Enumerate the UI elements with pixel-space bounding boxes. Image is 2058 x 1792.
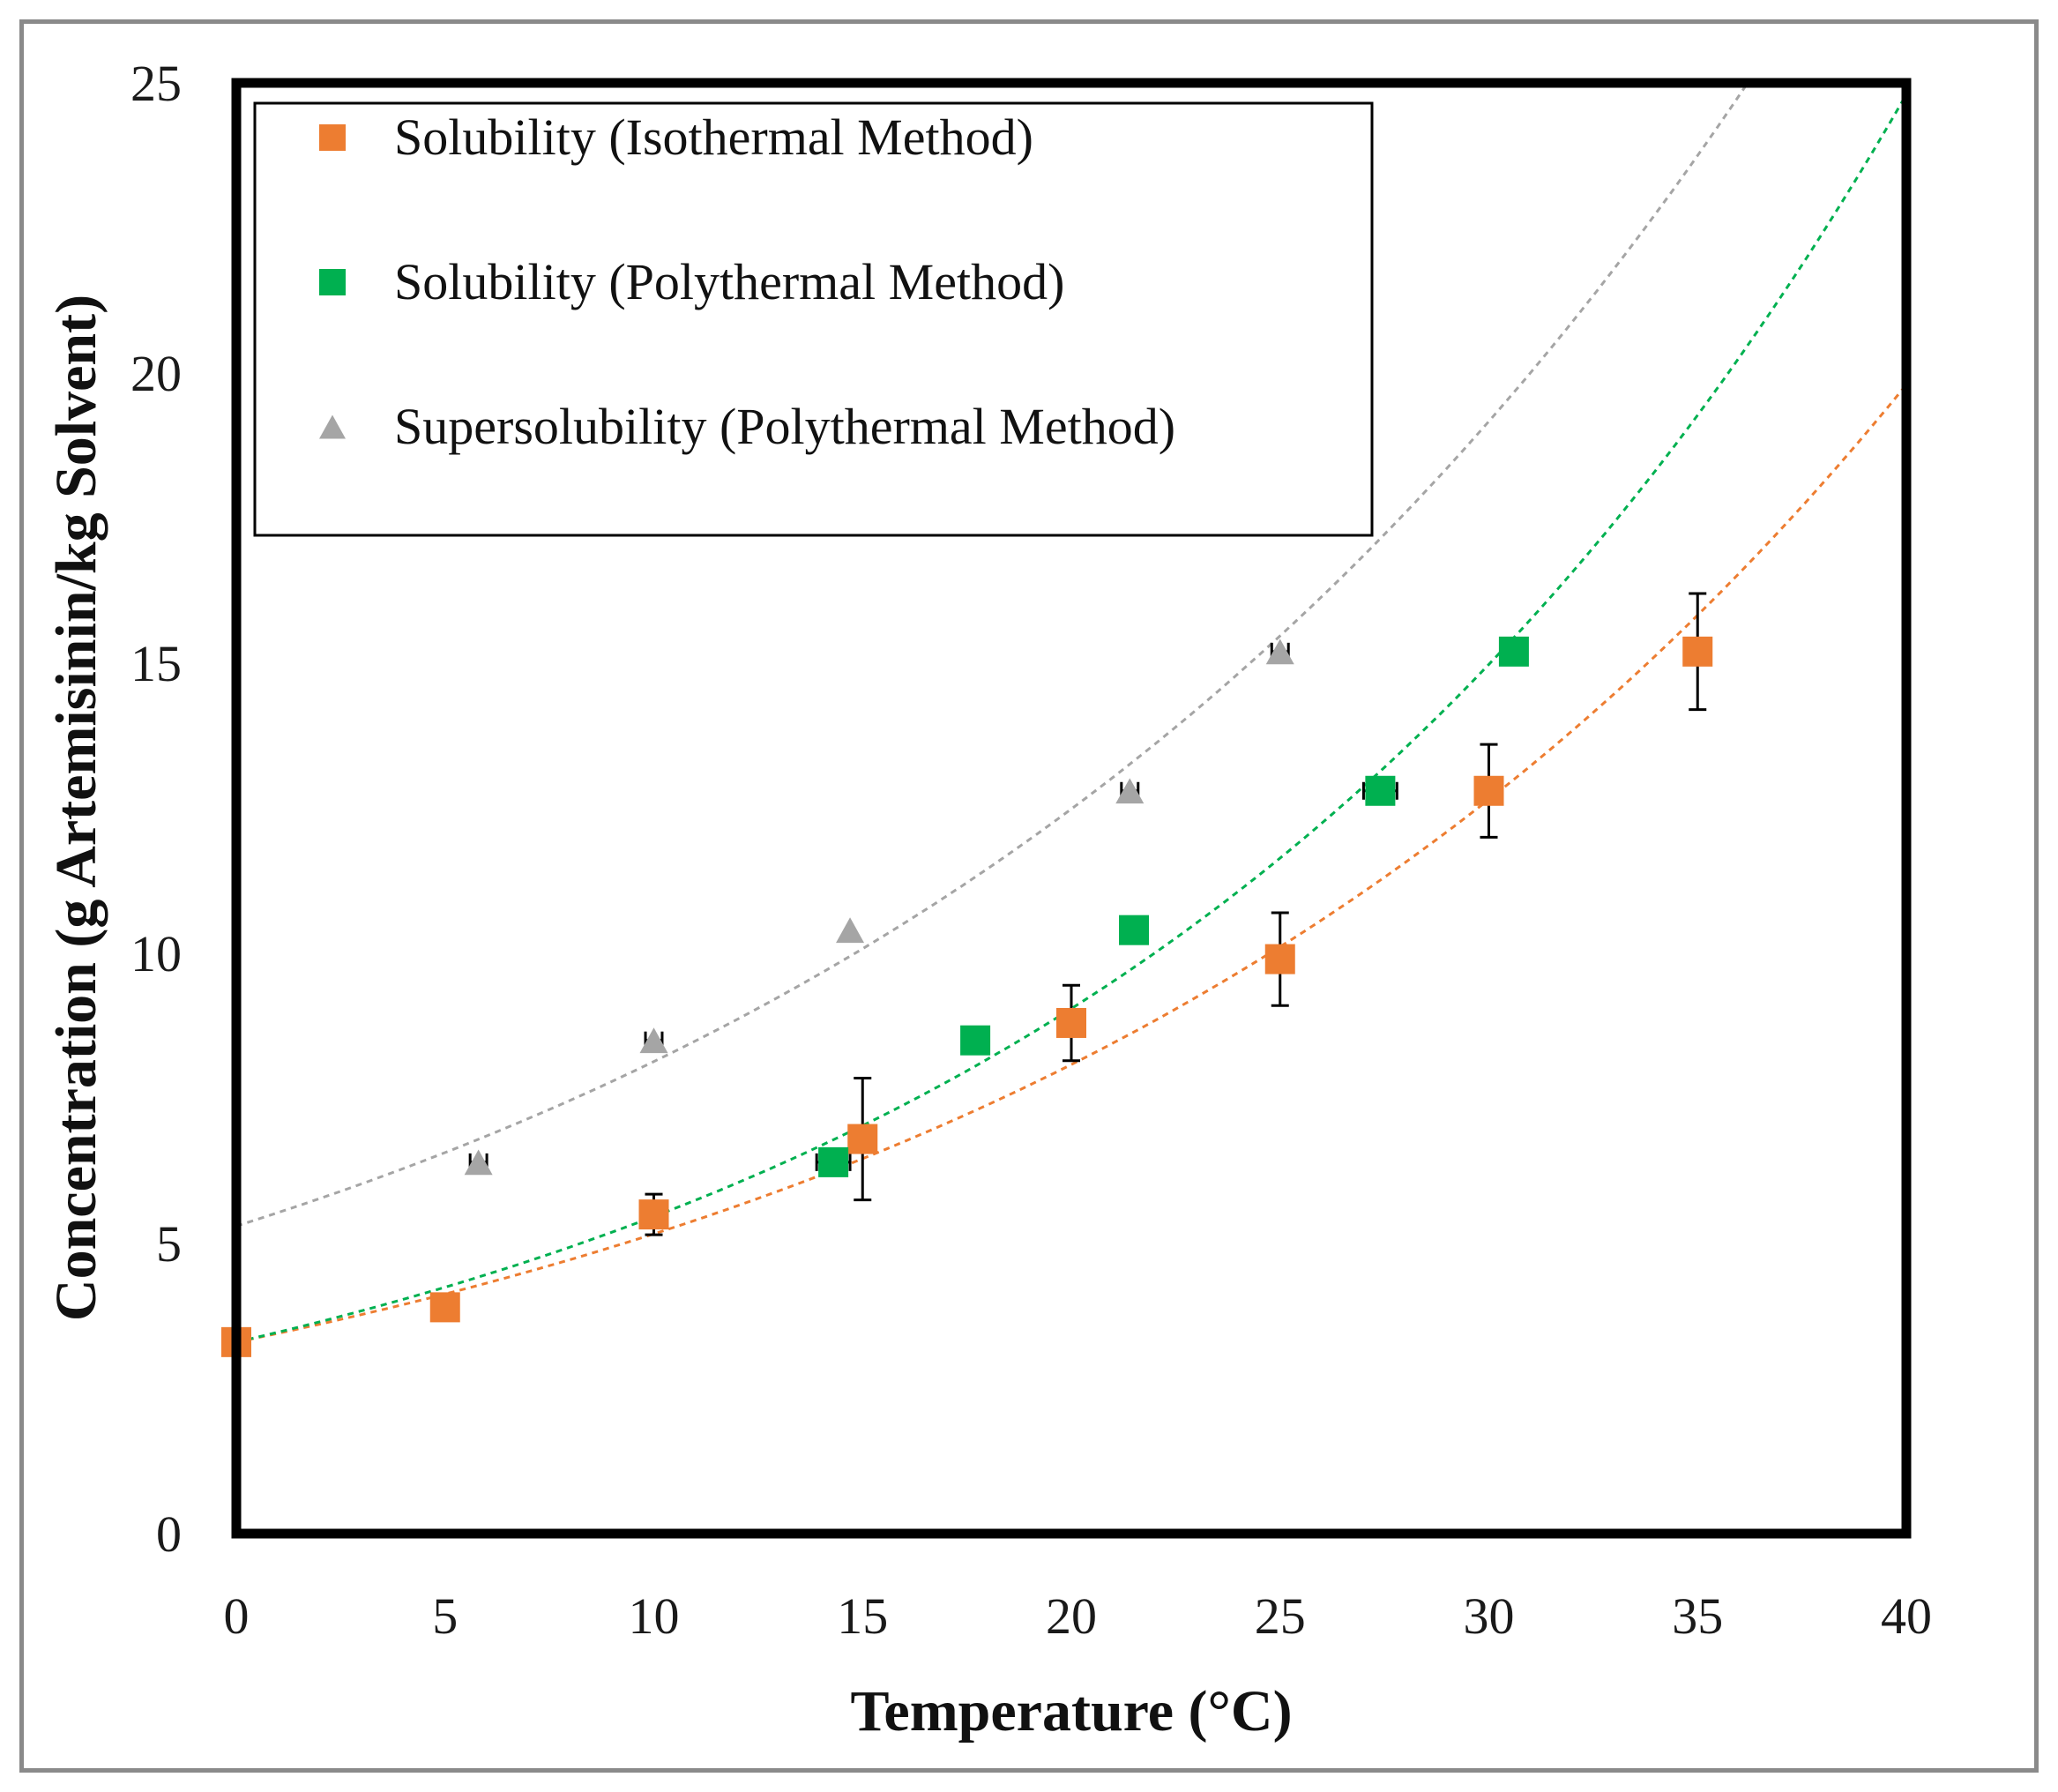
trendlines [235, 82, 1908, 1344]
data-point-series-3 [1265, 638, 1294, 665]
data-point-series-1 [1682, 636, 1713, 667]
x-tick-label: 10 [629, 1587, 680, 1645]
data-point-series-3 [464, 1149, 493, 1176]
legend-marker-series-2 [319, 269, 346, 295]
x-tick-label: 20 [1046, 1587, 1097, 1645]
x-axis-title: Temperature (°C) [850, 1679, 1292, 1743]
data-point-series-1 [1264, 944, 1295, 974]
x-tick-label: 35 [1672, 1587, 1723, 1645]
trendline-series-2 [235, 93, 1908, 1344]
data-point-series-1 [429, 1292, 460, 1323]
plot-area-border [231, 78, 1912, 1539]
data-point-series-2 [1498, 636, 1529, 667]
x-tick-labels: 0 5 10 15 20 25 30 35 40 [224, 1587, 1933, 1645]
legend: Solubility (Isothermal Method) Solubility… [253, 101, 1374, 537]
x-tick-label: 25 [1255, 1587, 1306, 1645]
x-tick-label: 0 [224, 1587, 250, 1645]
y-axis-title: Concentration (g Artemisinin/kg Solvent) [44, 295, 108, 1321]
legend-label-series-3: Supersolubility (Polythermal Method) [394, 398, 1175, 455]
data-point-series-2 [960, 1025, 991, 1056]
x-tick-label: 40 [1881, 1587, 1932, 1645]
x-tick-label: 30 [1464, 1587, 1515, 1645]
y-tick-label: 0 [156, 1505, 182, 1563]
y-tick-label: 20 [130, 345, 182, 402]
y-tick-label: 10 [130, 925, 182, 982]
error-bars [468, 592, 1707, 1236]
y-tick-label: 5 [156, 1215, 182, 1273]
legend-box [253, 101, 1374, 537]
y-tick-label: 15 [130, 635, 182, 692]
data-point-series-3 [639, 1027, 668, 1054]
legend-marker-series-3 [319, 414, 346, 439]
data-point-series-2 [818, 1146, 849, 1177]
data-point-series-1 [1056, 1007, 1086, 1038]
trendline-series-3 [235, 82, 1749, 1228]
data-point-series-3 [836, 917, 865, 944]
y-tick-label: 25 [130, 55, 182, 112]
x-tick-label: 5 [432, 1587, 458, 1645]
data-point-series-2 [1365, 775, 1396, 806]
data-markers [221, 636, 1713, 1357]
legend-label-series-1: Solubility (Isothermal Method) [394, 108, 1033, 166]
data-point-series-2 [1119, 915, 1150, 945]
legend-label-series-2: Solubility (Polythermal Method) [394, 253, 1064, 310]
y-tick-labels: 0 5 10 15 20 25 [130, 55, 182, 1563]
data-point-series-1 [1473, 775, 1504, 806]
data-point-series-3 [1115, 778, 1145, 804]
trendline-series-1 [235, 384, 1908, 1344]
data-point-series-1 [638, 1199, 669, 1230]
x-tick-label: 15 [837, 1587, 888, 1645]
legend-marker-series-1 [319, 124, 346, 151]
data-point-series-1 [847, 1124, 878, 1154]
